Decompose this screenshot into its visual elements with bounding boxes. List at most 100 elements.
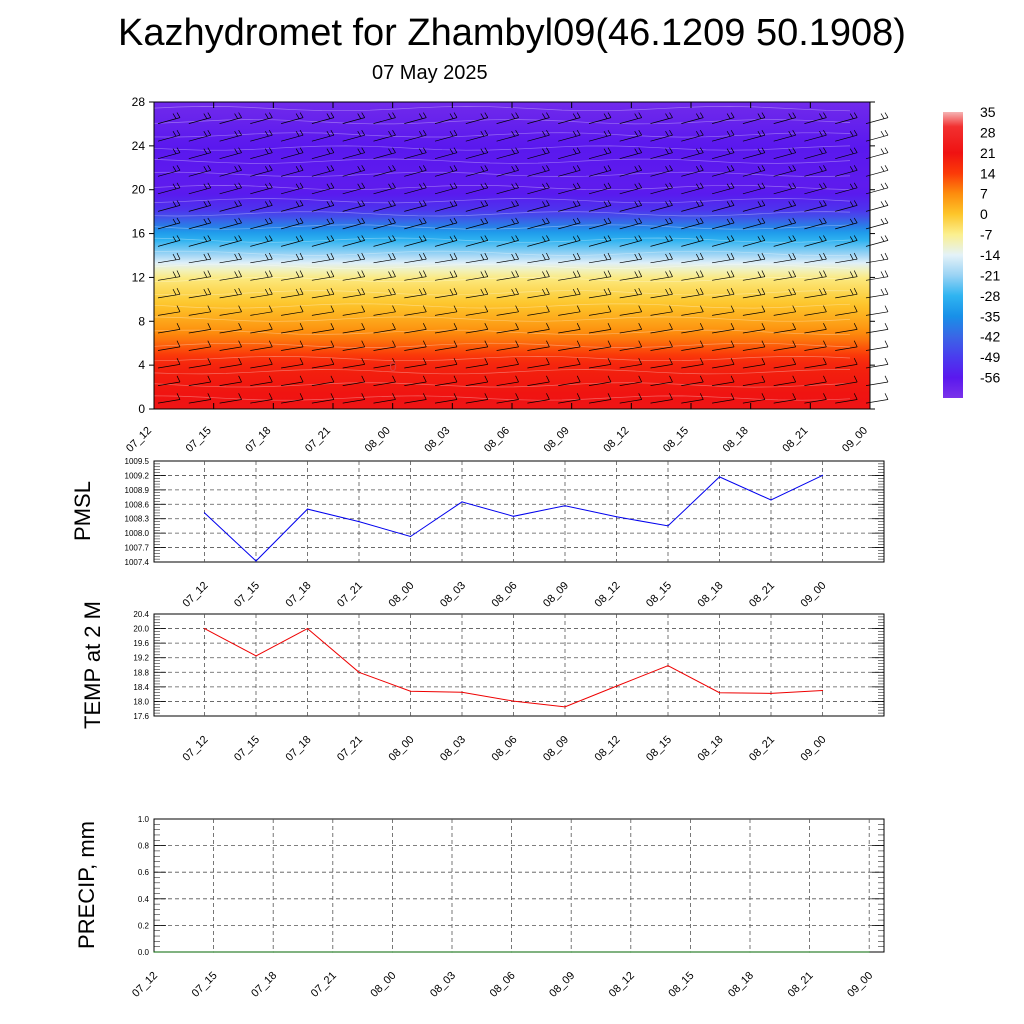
wind-barb — [681, 235, 704, 247]
wind-barb — [773, 112, 797, 124]
x-tick-label: 08_12 — [607, 970, 637, 1000]
wind-barb — [373, 287, 396, 299]
temperature-contour — [153, 145, 851, 151]
wind-barb — [773, 305, 797, 316]
x-tick-label: 08_03 — [438, 734, 468, 764]
wind-barb — [496, 200, 519, 212]
wind-barb — [681, 323, 704, 334]
wind-barb — [342, 147, 366, 160]
wind-barb — [773, 340, 797, 351]
wind-barb — [712, 130, 735, 142]
wind-barb — [434, 147, 458, 160]
wind-barb — [496, 165, 519, 177]
wind-barb — [188, 270, 212, 281]
wind-barb — [650, 147, 673, 160]
wind-barb — [681, 270, 704, 281]
wind-barb — [558, 182, 581, 195]
wind-barb — [742, 252, 766, 264]
precip-data-point — [391, 951, 393, 953]
temp2m-data-point — [255, 655, 257, 657]
wind-barb — [281, 235, 304, 247]
wind-barb — [311, 235, 335, 247]
precip-data-point — [868, 951, 870, 953]
wind-barb — [558, 340, 581, 351]
wind-barb — [281, 393, 304, 404]
wind-barb — [342, 393, 366, 404]
wind-barb — [250, 375, 273, 386]
wind-barb — [342, 340, 366, 351]
wind-barb — [804, 112, 827, 124]
wind-barb — [250, 182, 273, 195]
wind-barb — [465, 235, 489, 247]
wind-barb — [434, 375, 458, 386]
temperature-contour — [153, 277, 851, 283]
x-tick-label: 08_18 — [696, 580, 726, 610]
y-tick-label: 1009.5 — [125, 457, 150, 466]
wind-barb — [835, 217, 858, 230]
wind-barb — [835, 305, 858, 316]
pmsl-data-point — [821, 474, 824, 476]
y-tick-label: 28 — [132, 95, 146, 109]
wind-barb — [804, 358, 827, 369]
y-tick-label: 20 — [132, 183, 146, 197]
wind-barb — [712, 235, 735, 247]
wind-barb — [527, 165, 550, 177]
colorbar-label: -35 — [980, 308, 1000, 324]
wind-barb — [342, 358, 366, 369]
wind-barb — [835, 200, 858, 212]
colorbar-label: -42 — [980, 329, 1000, 345]
x-tick-label: 07_21 — [335, 580, 365, 610]
x-tick-label: 08_15 — [666, 970, 696, 1000]
wind-barb — [250, 305, 273, 316]
wind-barb — [804, 147, 827, 160]
wind-barb — [465, 217, 489, 230]
wind-barb — [588, 112, 612, 124]
wind-barb — [465, 305, 489, 316]
wind-barb — [404, 217, 427, 230]
wind-barb — [465, 323, 489, 334]
wind-barb — [157, 323, 181, 334]
wind-barb — [773, 130, 797, 142]
wind-barb — [311, 182, 335, 195]
wind-barb — [773, 375, 797, 386]
wind-barb — [404, 358, 427, 369]
wind-barb — [188, 358, 212, 369]
wind-barb — [188, 393, 212, 404]
temperature-contour — [153, 224, 851, 230]
wind-barb — [558, 200, 581, 212]
wind-barb — [373, 235, 396, 247]
wind-barb — [311, 147, 335, 160]
precip-data-point — [749, 951, 751, 953]
wind-barb — [712, 340, 735, 351]
wind-barb — [681, 130, 704, 142]
wind-barb — [250, 217, 273, 230]
y-tick-label: 1008.3 — [125, 515, 150, 524]
pmsl-frame — [153, 460, 885, 563]
wind-barb — [527, 393, 550, 404]
wind-barb — [588, 270, 612, 281]
wind-barb — [342, 305, 366, 316]
wind-barb — [157, 112, 181, 124]
wind-barb — [434, 270, 458, 281]
y-tick-label: 0.2 — [138, 921, 150, 930]
wind-barb — [835, 235, 858, 247]
wind-barb — [742, 375, 766, 386]
temp2m-data-point — [461, 691, 463, 693]
wind-barb — [404, 375, 427, 386]
x-tick-label: 08_09 — [547, 970, 577, 1000]
wind-barb — [588, 252, 612, 264]
temperature-contour — [153, 158, 851, 164]
wind-barb — [527, 235, 550, 247]
wind-barb — [219, 200, 242, 212]
wind-barb — [281, 165, 304, 177]
wind-barb — [804, 393, 827, 404]
wind-barb — [527, 270, 550, 281]
precip-data-point — [570, 951, 572, 953]
wind-barb — [742, 340, 766, 351]
wind-barb — [527, 130, 550, 142]
wind-barb — [712, 323, 735, 334]
wind-barb — [465, 165, 489, 177]
x-tick-label: 07_18 — [284, 580, 314, 610]
colorbar-label: 28 — [980, 124, 996, 140]
wind-barb — [157, 305, 181, 316]
